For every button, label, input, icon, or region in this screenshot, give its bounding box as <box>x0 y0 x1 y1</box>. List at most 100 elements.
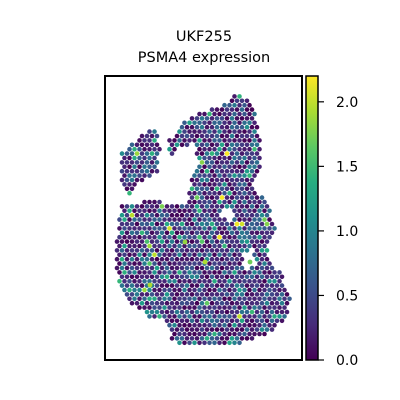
expression-spot <box>134 256 140 262</box>
expression-spot <box>149 160 155 165</box>
expression-spot <box>127 243 132 249</box>
expression-spot <box>182 217 187 222</box>
expression-spot <box>202 331 207 337</box>
expression-spot <box>189 116 195 121</box>
expression-spot <box>244 327 250 332</box>
expression-spot <box>157 208 162 214</box>
expression-spot <box>174 204 180 209</box>
expression-spot <box>142 296 147 302</box>
expression-spot <box>242 296 247 302</box>
expression-spot <box>242 182 247 187</box>
expression-spot <box>182 138 187 143</box>
expression-spot <box>247 234 252 240</box>
expression-spot <box>212 314 217 319</box>
expression-spot <box>149 309 155 315</box>
expression-spot <box>127 155 132 161</box>
expression-spot <box>207 217 212 222</box>
expression-spot <box>247 146 252 152</box>
expression-spot <box>247 270 252 275</box>
expression-spot <box>187 261 192 266</box>
expression-spot <box>202 120 207 126</box>
expression-spot <box>154 204 160 209</box>
expression-spot <box>227 278 232 284</box>
expression-spot <box>199 309 205 315</box>
expression-spot <box>284 300 290 306</box>
expression-spot <box>247 173 252 178</box>
expression-spot <box>174 239 180 244</box>
expression-spot <box>254 168 260 174</box>
expression-spot <box>124 212 130 218</box>
expression-spot <box>187 322 192 328</box>
expression-spot <box>167 208 172 214</box>
expression-spot <box>234 212 240 218</box>
expression-spot <box>244 309 250 315</box>
expression-spot <box>274 283 280 288</box>
expression-spot <box>224 300 230 306</box>
expression-spot <box>249 116 255 121</box>
expression-spot <box>187 234 192 240</box>
expression-spot <box>257 217 262 222</box>
expression-spot <box>209 318 215 324</box>
expression-spot <box>244 133 250 139</box>
expression-spot <box>149 151 155 156</box>
expression-spot <box>219 195 225 200</box>
expression-spot <box>264 283 270 288</box>
expression-spot <box>122 217 127 222</box>
expression-spot <box>187 278 192 284</box>
expression-spot <box>169 221 175 227</box>
expression-spot <box>259 283 265 288</box>
expression-spot <box>237 146 242 152</box>
expression-spot <box>252 234 257 240</box>
expression-spot <box>219 186 225 192</box>
expression-spot <box>234 151 240 156</box>
expression-spot <box>217 322 222 328</box>
expression-spot <box>152 164 157 170</box>
expression-spot <box>247 243 252 249</box>
expression-spot <box>204 239 210 244</box>
expression-spot <box>172 243 177 249</box>
expression-spot <box>227 102 232 108</box>
expression-spot <box>262 199 267 205</box>
expression-spot <box>252 226 257 231</box>
expression-spot <box>152 287 157 293</box>
expression-spot <box>127 278 132 284</box>
expression-spot <box>224 107 230 112</box>
expression-spot <box>144 151 150 156</box>
expression-spot <box>209 168 215 174</box>
expression-spot <box>224 186 230 192</box>
expression-spot <box>232 155 237 161</box>
expression-spot <box>187 252 192 258</box>
expression-spot <box>262 331 267 337</box>
expression-spot <box>169 248 175 253</box>
expression-spot <box>214 186 220 192</box>
expression-spot <box>222 182 227 187</box>
expression-spot <box>202 243 207 249</box>
expression-spot <box>227 138 232 143</box>
expression-spot <box>254 283 260 288</box>
expression-spot <box>214 265 220 271</box>
expression-spot <box>144 265 150 271</box>
expression-spot <box>144 239 150 244</box>
expression-spot <box>219 248 225 253</box>
expression-spot <box>212 217 217 222</box>
expression-spot <box>192 305 197 310</box>
expression-spot <box>172 270 177 275</box>
expression-spot <box>199 221 205 227</box>
expression-spot <box>267 305 272 310</box>
expression-spot <box>127 146 132 152</box>
expression-spot <box>127 252 132 258</box>
expression-spot <box>139 168 145 174</box>
expression-spot-high <box>202 259 208 265</box>
expression-spot <box>164 300 170 306</box>
expression-spot <box>222 129 227 134</box>
expression-spot <box>262 226 267 231</box>
expression-spot <box>249 221 255 227</box>
expression-spot <box>164 204 170 209</box>
expression-spot <box>202 129 207 134</box>
expression-spot <box>204 283 210 288</box>
expression-spot <box>114 256 120 262</box>
expression-spot <box>197 296 202 302</box>
expression-spot <box>132 234 137 240</box>
expression-spot <box>122 252 127 258</box>
expression-spot <box>262 234 267 240</box>
